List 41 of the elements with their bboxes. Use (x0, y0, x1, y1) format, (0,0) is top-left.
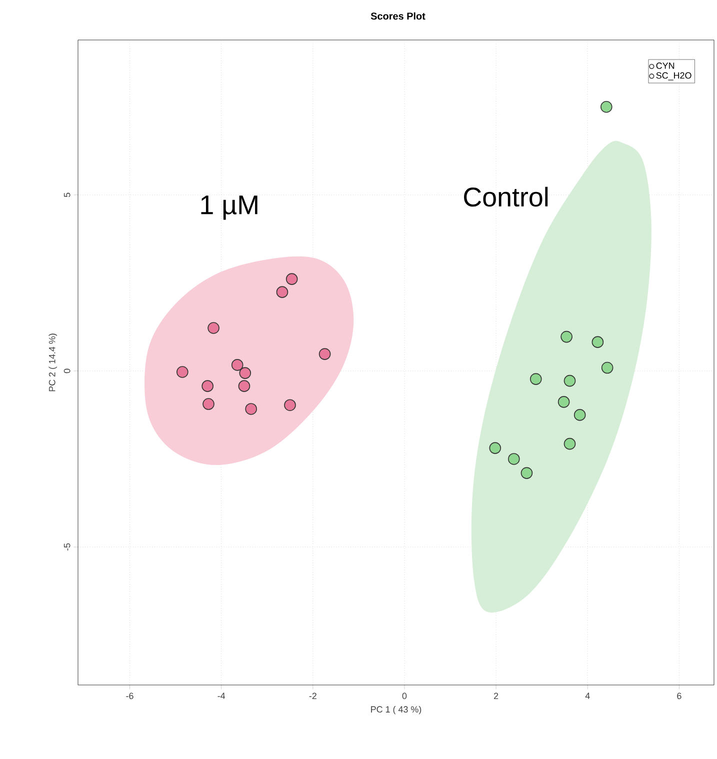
annotation: 1 µM (201, 196, 258, 220)
point (238, 380, 250, 392)
point (564, 438, 576, 450)
legend-label: SC_H2O (656, 72, 692, 80)
point (508, 453, 520, 465)
legend-label: CYN (656, 62, 674, 69)
x-tick-label: 4 (585, 692, 590, 699)
point (176, 366, 188, 378)
x-tick-label: 2 (494, 692, 498, 700)
point (489, 442, 502, 454)
point (564, 374, 576, 387)
y-axis-title: PC 2 ( 14.4 %) (48, 334, 58, 392)
annotation: Control (464, 186, 548, 207)
point (208, 322, 220, 334)
point (202, 380, 214, 392)
point (276, 286, 288, 298)
point (286, 273, 298, 285)
x-tick-label: 6 (677, 692, 682, 700)
y-tick-label: 5 (64, 192, 70, 198)
x-tick-label: -4 (218, 692, 226, 699)
point (239, 367, 252, 379)
chart-title: Scores Plot (370, 12, 426, 20)
point (600, 100, 612, 113)
point (231, 359, 244, 371)
y-tick-label: 0 (64, 368, 70, 374)
point (574, 409, 586, 421)
point (530, 373, 542, 385)
point (520, 467, 533, 479)
point (284, 399, 296, 411)
y-tick-label: -5 (64, 543, 70, 551)
x-axis-title: PC 1 ( 43 %) (371, 706, 422, 714)
point (601, 362, 614, 374)
point (560, 330, 572, 343)
x-tick-label: -2 (309, 692, 316, 700)
x-tick-label: 0 (402, 692, 407, 700)
point (202, 398, 214, 410)
point (558, 396, 570, 408)
point (245, 403, 257, 415)
point (318, 348, 331, 360)
x-tick-label: -6 (126, 692, 134, 700)
point (592, 336, 604, 348)
